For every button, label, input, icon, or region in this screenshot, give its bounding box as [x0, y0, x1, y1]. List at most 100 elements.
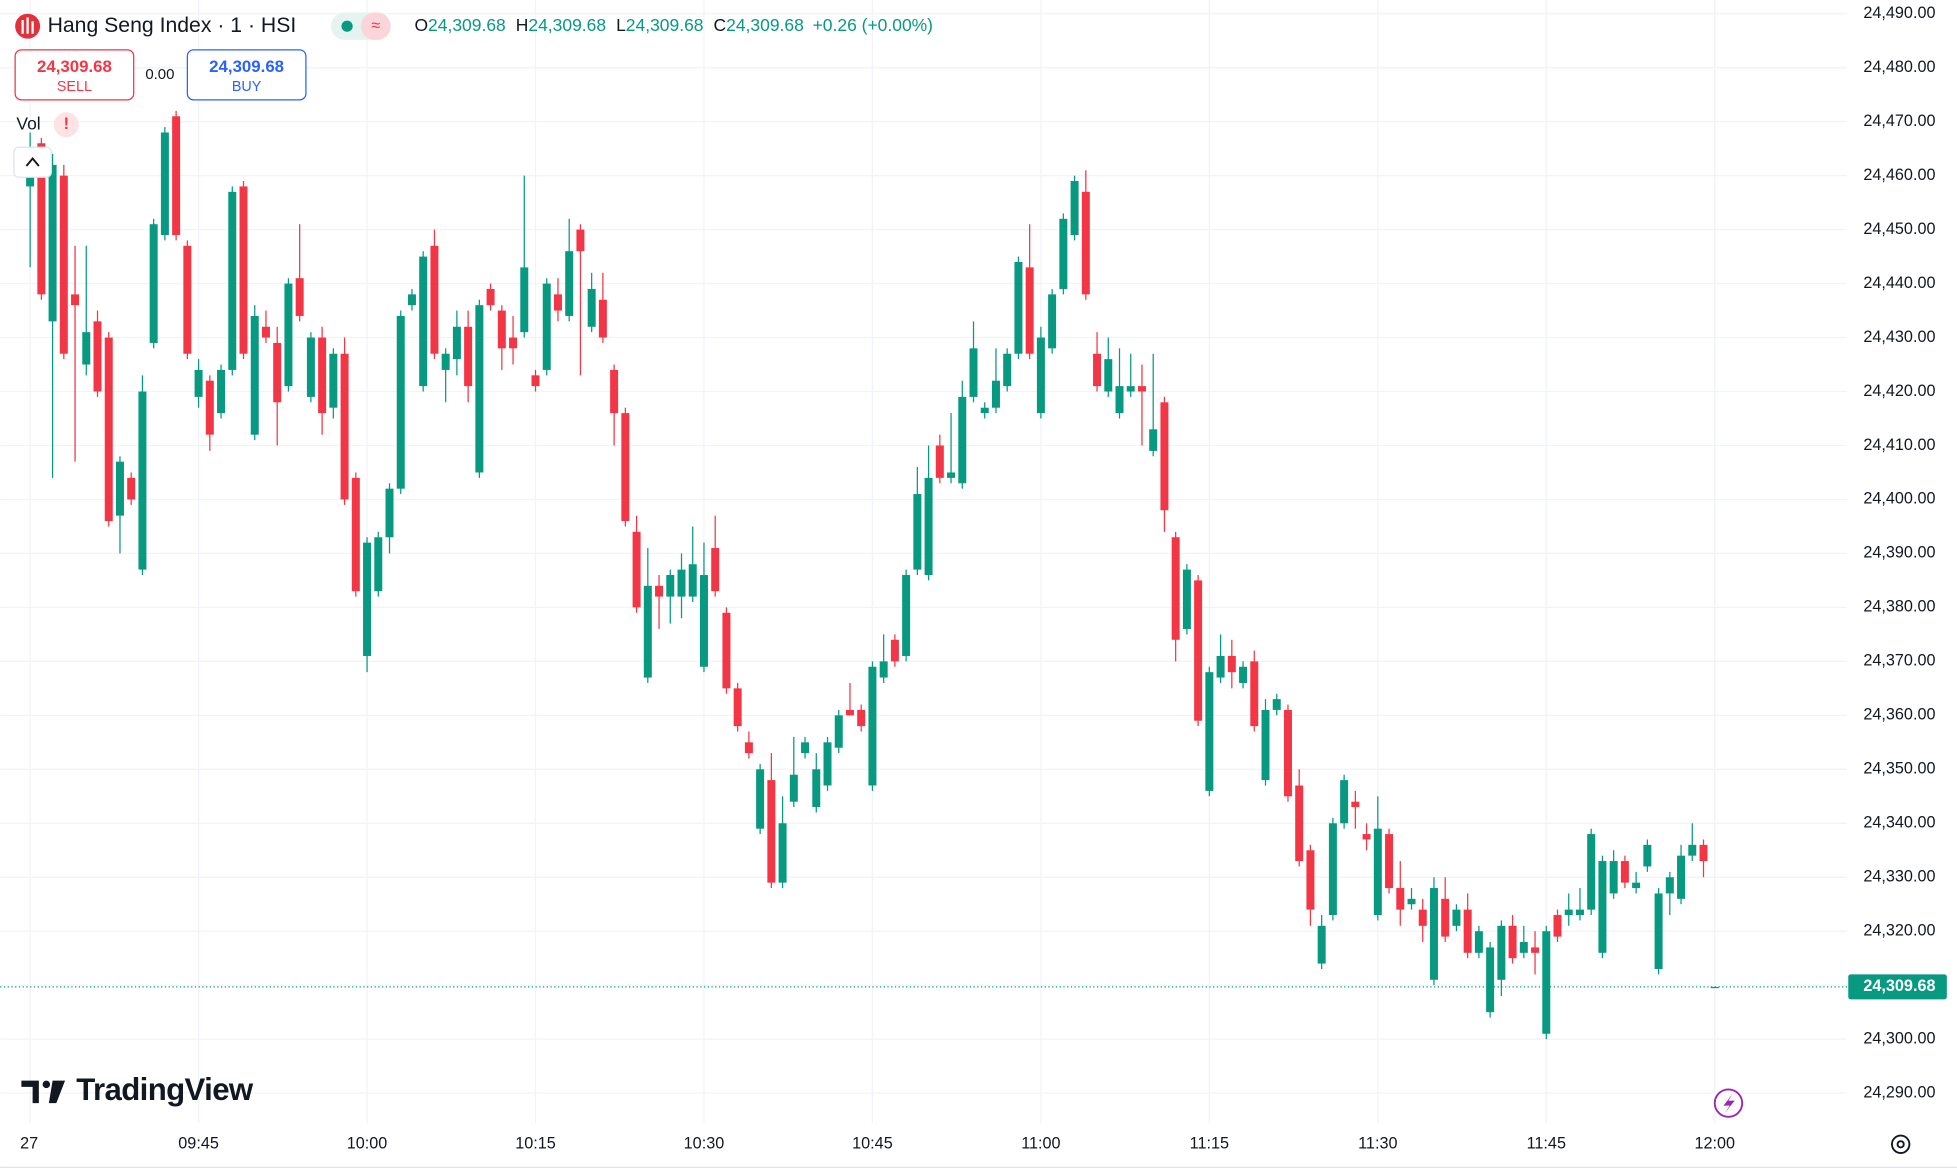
candle-body: [82, 332, 91, 365]
candle-body: [1014, 261, 1023, 354]
candle-body: [509, 337, 518, 349]
candle-body: [138, 391, 147, 570]
indicator-warning-badge[interactable]: [53, 112, 79, 138]
candle-body: [1261, 709, 1270, 781]
candle-body: [1126, 386, 1135, 392]
legend-value: 24,309.68: [428, 15, 506, 35]
legend-value: 24,309.68: [528, 15, 606, 35]
legend-key: H: [516, 15, 529, 35]
candle-body: [643, 585, 652, 678]
candle-body: [1059, 218, 1068, 289]
candle-body: [868, 666, 877, 786]
symbol-logo-mark: [21, 17, 34, 34]
legend-value: 24,309.68: [726, 15, 804, 35]
y-tick-label: 24,410.00: [1863, 436, 1935, 454]
sell-button[interactable]: [14, 49, 135, 101]
candle-body: [217, 369, 226, 414]
candle-body: [71, 294, 80, 306]
last-price-tag: [1848, 974, 1947, 1000]
candle-body: [610, 369, 619, 414]
watermark-text: TradingView: [76, 1072, 254, 1107]
candle-body: [935, 445, 944, 478]
candle-body: [677, 569, 686, 597]
candle-body: [363, 542, 372, 656]
candle-body: [261, 326, 270, 338]
y-tick-label: 24,360.00: [1863, 706, 1935, 724]
candle-body: [1407, 898, 1416, 905]
candle-body: [172, 116, 181, 236]
candle-body: [475, 305, 484, 473]
y-tick-label: 24,450.00: [1863, 220, 1935, 238]
candle-body: [1497, 925, 1506, 980]
candle-body: [1036, 337, 1045, 414]
candle-body: [1632, 882, 1641, 889]
market-open-dot: [341, 20, 353, 32]
candle-body: [239, 186, 248, 354]
x-tick-label: 10:30: [684, 1135, 725, 1153]
candle-body: [115, 461, 124, 516]
candle-body: [127, 477, 136, 500]
candle-body: [295, 278, 304, 316]
x-tick-label: 12:00: [1694, 1135, 1735, 1153]
indicator-name[interactable]: Vol: [16, 113, 40, 133]
candle-body: [250, 315, 259, 435]
candle-body: [1654, 893, 1663, 969]
candle-body: [1182, 569, 1191, 629]
candle-body: [744, 742, 753, 754]
candle-body: [273, 342, 282, 403]
buy-button[interactable]: [186, 49, 307, 101]
candle-body: [1519, 942, 1528, 953]
x-tick-label: 10:15: [515, 1135, 556, 1153]
candle-body: [711, 548, 720, 592]
y-tick-label: 24,340.00: [1863, 814, 1935, 832]
candle-body: [1486, 947, 1495, 1013]
indicator-warning: !: [64, 115, 69, 133]
candle-body: [980, 407, 989, 414]
symbol-title[interactable]: Hang Seng Index · 1 · HSI: [48, 14, 297, 37]
sell-price: 24,309.68: [37, 57, 112, 76]
y-tick-label: 24,290.00: [1863, 1083, 1935, 1101]
buy-label: BUY: [232, 79, 262, 95]
candle-body: [1137, 386, 1146, 392]
candle-body: [441, 353, 450, 370]
grid: [0, 0, 1848, 1124]
candle-body: [1351, 801, 1360, 808]
candle-body: [1295, 785, 1304, 862]
candle-body: [1396, 888, 1405, 910]
y-tick-label: 24,330.00: [1863, 868, 1935, 886]
collapse-button[interactable]: [13, 146, 52, 178]
candle-body: [969, 348, 978, 397]
candle-body: [1508, 925, 1517, 959]
candle-body: [1115, 386, 1124, 414]
candle-body: [351, 477, 360, 592]
spread: 0.00: [145, 66, 174, 83]
last-price-label: 24,309.68: [1863, 977, 1935, 995]
candle-body: [194, 369, 203, 397]
candle-body: [1025, 267, 1034, 354]
candle-body: [306, 337, 315, 397]
candle-body: [1081, 191, 1090, 295]
candle-body: [767, 780, 776, 883]
x-tick-label: 11:15: [1190, 1135, 1229, 1153]
candle-body: [1688, 844, 1697, 856]
candle-body: [1239, 666, 1248, 683]
x-tick-label: 11:30: [1358, 1135, 1397, 1153]
candle-body: [1609, 861, 1618, 894]
candle-body: [430, 245, 439, 354]
candle-body: [879, 661, 888, 678]
candle-body: [801, 742, 810, 754]
x-tick-label: 11:45: [1527, 1135, 1566, 1153]
candle-body: [1306, 850, 1315, 910]
settings-button[interactable]: [1891, 1134, 1911, 1154]
candle-body: [553, 294, 562, 311]
candle-body: [632, 531, 641, 608]
legend-value: 24,309.68: [626, 15, 704, 35]
candles: [26, 110, 1719, 1040]
candle-body: [1699, 844, 1708, 862]
legend-key: C: [714, 15, 727, 35]
candle-body: [823, 742, 832, 786]
candle-body: [1340, 780, 1349, 824]
candle-body: [598, 299, 607, 338]
candle-body: [1048, 294, 1057, 349]
